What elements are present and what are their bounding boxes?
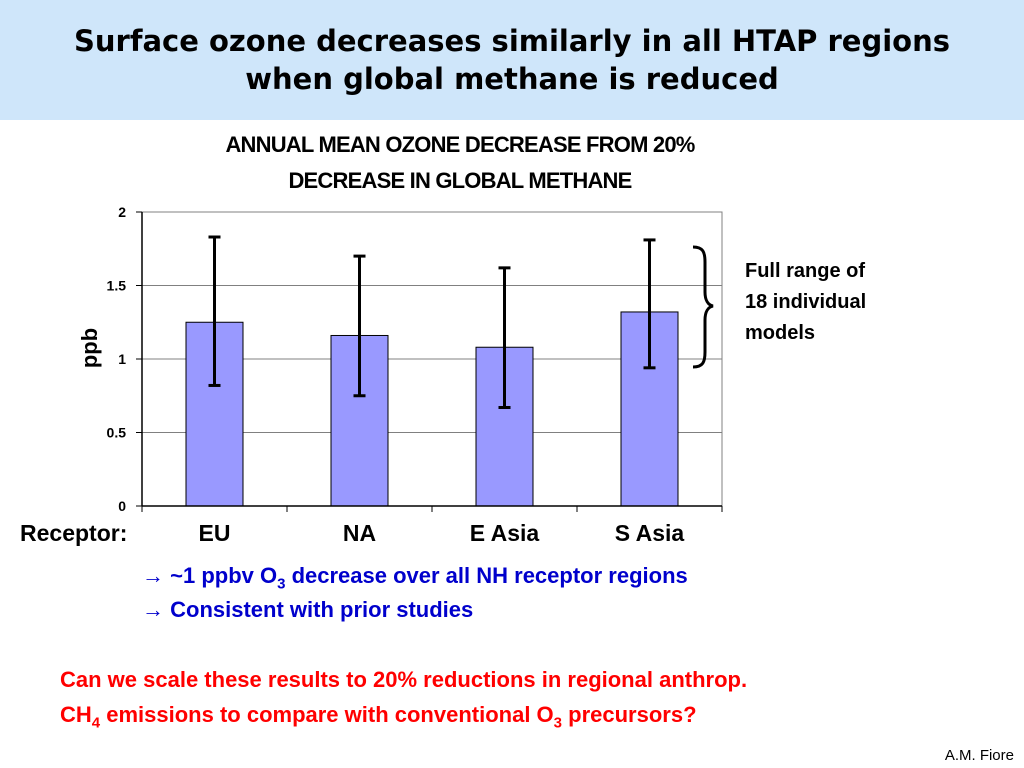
- slide-title-line1: Surface ozone decreases similarly in all…: [74, 24, 950, 58]
- category-label: E Asia: [469, 520, 540, 546]
- y-axis-label: ppb: [77, 327, 103, 369]
- arrow-icon: →: [142, 563, 164, 588]
- note-ozone-decrease: → ~1 ppbv O3 decrease over all NH recept…: [142, 563, 688, 593]
- bars: [185, 311, 679, 507]
- y-tick-label: 2: [118, 204, 126, 220]
- annotation-line3: models: [745, 322, 816, 344]
- y-tick-label: 0.5: [107, 425, 127, 441]
- category-label: S Asia: [614, 520, 685, 546]
- error-bars: [208, 235, 656, 410]
- y-tick-label: 1.5: [107, 278, 127, 294]
- range-annotation: Full range of 18 individual models: [745, 256, 935, 349]
- chart-title-line2: DECREASE IN GLOBAL METHANE: [288, 168, 632, 193]
- author-credit: A.M. Fiore: [944, 747, 1014, 764]
- category-label: EU: [198, 520, 231, 546]
- title-band: Surface ozone decreases similarly in all…: [0, 0, 1024, 120]
- category-label: NA: [342, 520, 377, 546]
- slide-title-line2: when global methane is reduced: [245, 62, 779, 96]
- chart-title-line1: ANNUAL MEAN OZONE DECREASE FROM 20%: [225, 132, 695, 157]
- receptor-label: Receptor:: [20, 520, 128, 546]
- y-tick-label: 1: [118, 351, 126, 367]
- arrow-icon: →: [142, 597, 164, 622]
- axes: 0 0.5 1 1.5 2: [107, 204, 723, 514]
- annotation-line1: Full range of: [745, 260, 865, 282]
- note-prior-studies: → Consistent with prior studies: [142, 597, 474, 622]
- annotation-line2: 18 individual: [745, 291, 867, 313]
- y-tick-label: 0: [118, 498, 126, 514]
- question-line1: Can we scale these results to 20% reduct…: [60, 667, 748, 692]
- brace-icon: [692, 245, 714, 369]
- question-line2: CH4 emissions to compare with convention…: [60, 702, 697, 732]
